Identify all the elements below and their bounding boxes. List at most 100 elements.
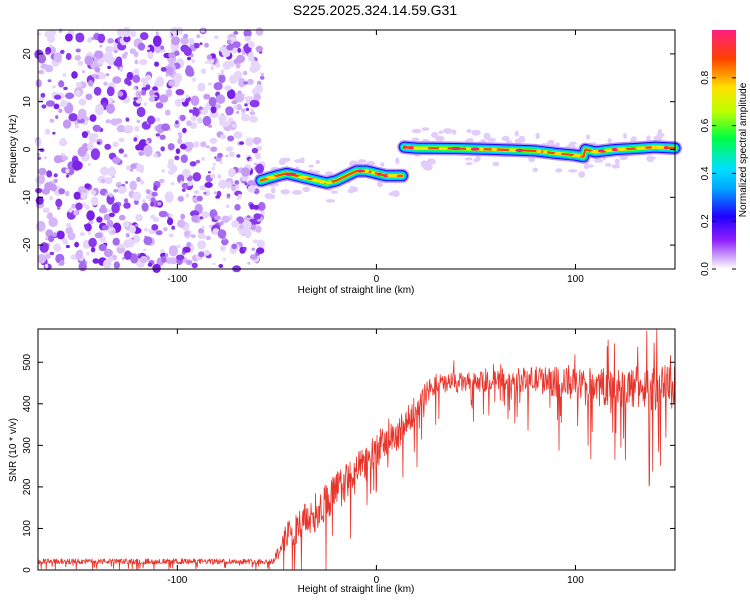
noise-speckle [65,223,72,228]
noise-speckle [235,103,242,111]
ridge-peak [297,175,309,179]
figure-title: S225.2025.324.14.59.G31 [293,2,457,18]
noise-speckle [225,154,229,158]
noise-speckle [101,225,109,231]
noise-speckle [115,56,123,65]
noise-speckle [102,259,112,270]
noise-speckle [191,59,195,64]
noise-speckle [75,90,81,96]
noise-speckle [65,33,73,42]
noise-speckle [67,232,76,241]
noise-speckle [195,159,200,164]
noise-speckle [112,76,122,84]
snr-data [37,329,676,570]
noise-speckle [49,118,55,123]
noise-speckle [47,79,52,83]
noise-speckle [35,79,42,88]
noise-speckle [87,37,92,43]
noise-speckle [222,257,226,261]
noise-speckle [118,137,125,143]
noise-speckle [243,29,252,38]
signal-haze [646,135,651,142]
noise-speckle [113,50,118,53]
noise-speckle [174,155,180,161]
noise-speckle [59,138,67,146]
noise-speckle [151,191,158,197]
noise-speckle [165,89,173,97]
noise-speckle [71,71,78,79]
noise-speckle [187,56,191,61]
noise-speckle [110,118,120,126]
noise-speckle [48,235,55,243]
noise-speckle [248,51,254,59]
noise-speckle [53,103,60,110]
noise-speckle [150,197,156,203]
noise-speckle [146,44,155,55]
noise-speckle [215,94,226,104]
noise-speckle [212,262,216,266]
noise-speckle [174,98,182,107]
noise-speckle [168,213,174,218]
noise-speckle [193,190,200,195]
noise-speckle [40,63,48,70]
noise-speckle [152,217,160,222]
noise-speckle [185,259,193,266]
noise-speckle [145,189,151,195]
noise-speckle [98,207,108,214]
noise-speckle [50,184,57,192]
noise-speckle [137,42,146,51]
noise-speckle [49,196,54,201]
noise-speckle [143,236,153,246]
noise-speckle [242,220,252,229]
signal-haze [502,135,510,142]
noise-speckle [203,249,210,256]
noise-speckle [138,93,141,96]
noise-speckle [130,168,134,172]
noise-speckle [196,34,201,39]
noise-speckle [251,247,256,251]
noise-speckle [123,35,131,43]
ridge-peak [387,174,398,178]
ridge-peak [604,148,614,152]
signal-haze [302,186,311,192]
noise-speckle [37,253,47,264]
noise-speckle [104,143,112,150]
noise-speckle [118,148,125,154]
noise-speckle [152,86,158,91]
noise-speckle [49,251,55,256]
noise-speckle [75,48,81,53]
noise-speckle [113,261,121,270]
noise-speckle [112,156,121,164]
noise-speckle [164,191,174,203]
signal-haze [326,199,335,203]
ridge-peak [491,147,498,152]
noise-speckle [259,75,265,80]
ridge-peak [554,152,562,156]
noise-speckle [232,47,238,54]
noise-speckle [256,239,265,249]
noise-speckle [113,189,119,193]
noise-speckle [187,69,195,77]
y-tick-label: 400 [22,395,33,412]
noise-speckle [168,80,175,87]
noise-speckle [94,232,103,239]
noise-speckle [133,51,139,58]
noise-speckle [47,212,53,220]
snr-panel: -100 0 100 0 100 200 300 400 500 Height of strai… [8,328,676,595]
noise-speckle [72,160,82,171]
noise-speckle [192,77,196,82]
noise-speckle [60,99,68,108]
noise-speckle [124,51,128,56]
noise-speckle [197,233,206,240]
noise-speckle [37,174,46,184]
noise-speckle [249,254,258,260]
noise-speckle [75,32,85,43]
ridge-peak [465,147,472,151]
colorbar: 0.0 0.2 0.4 0.6 0.8 Normalized spectral ampl… [700,30,749,276]
noise-speckle [190,115,197,122]
noise-speckle [135,95,143,104]
noise-speckle [234,180,240,185]
noise-speckle [183,33,189,39]
noise-speckle [207,171,211,174]
